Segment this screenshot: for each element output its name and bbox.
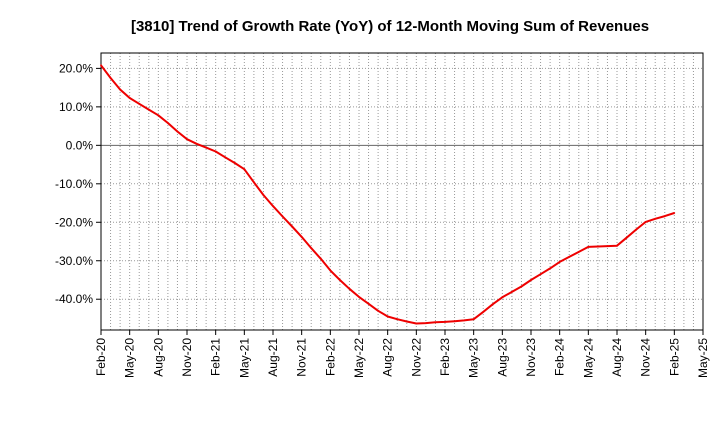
plot-frame: [100, 52, 704, 331]
data-point: [444, 321, 446, 323]
y-tick-label: 20.0%: [59, 61, 93, 75]
data-point: [463, 319, 465, 322]
data-point: [377, 309, 379, 312]
x-tick-label: Nov-22: [409, 338, 423, 377]
data-point: [386, 315, 389, 318]
data-point: [348, 287, 351, 290]
x-tick-label: May-22: [352, 338, 366, 378]
data-point: [539, 273, 542, 276]
x-tick-label: Nov-23: [524, 338, 538, 377]
x-tick-label: Aug-22: [381, 338, 395, 377]
x-tick-label: Feb-20: [94, 338, 108, 376]
data-point: [319, 257, 322, 260]
x-tick-label: May-23: [467, 338, 481, 378]
data-point: [530, 279, 532, 281]
x-tick-label: Nov-21: [295, 338, 309, 377]
x-tick-label: Feb-21: [209, 338, 223, 376]
data-point: [300, 236, 303, 238]
data-point: [109, 77, 112, 79]
data-point: [176, 130, 179, 133]
data-point: [405, 320, 408, 323]
data-point: [205, 146, 208, 149]
x-tick-label: May-24: [581, 338, 595, 378]
data-point: [128, 97, 131, 99]
axes: [96, 52, 704, 335]
data-point: [233, 162, 236, 164]
x-tick-label: Aug-20: [151, 338, 165, 377]
data-point: [472, 318, 475, 321]
data-point: [616, 244, 618, 247]
data-point: [558, 261, 561, 263]
data-point: [167, 122, 169, 124]
x-tick-label: Nov-24: [639, 338, 653, 377]
data-point: [186, 138, 188, 141]
y-tick-label: -40.0%: [55, 292, 93, 306]
data-point: [195, 142, 198, 145]
data-point: [367, 302, 370, 305]
data-point: [138, 102, 141, 105]
data-point: [577, 251, 580, 253]
data-point: [520, 285, 523, 288]
data-point: [597, 245, 599, 248]
data-point: [663, 215, 666, 218]
data-point: [329, 269, 332, 272]
y-tick-label: 0.0%: [66, 138, 94, 152]
x-tick-labels: Feb-20 May-20 Aug-20 Nov-20 Feb-21 May-21 Aug-…: [94, 338, 710, 378]
data-point: [147, 108, 150, 111]
data-point: [482, 311, 485, 313]
data-point: [453, 320, 456, 323]
y-tick-label: 10.0%: [59, 100, 93, 114]
data-point: [214, 150, 217, 153]
data-point: [568, 256, 571, 258]
data-point: [587, 246, 590, 248]
x-tick-label: Aug-24: [610, 338, 624, 377]
data-point: [644, 221, 647, 223]
series-layer: [100, 64, 676, 325]
x-tick-label: Feb-25: [667, 338, 681, 376]
x-tick-label: Aug-23: [495, 338, 509, 377]
data-point: [291, 225, 293, 228]
x-tick-label: Nov-20: [180, 338, 194, 377]
data-point: [339, 279, 341, 281]
data-point: [310, 247, 313, 250]
x-tick-label: Feb-22: [323, 338, 337, 376]
data-point: [549, 267, 551, 270]
chart-title: [3810] Trend of Growth Rate (YoY) of 12-…: [131, 18, 649, 35]
x-tick-label: Aug-21: [266, 338, 280, 377]
data-point: [119, 88, 121, 91]
data-point: [396, 318, 399, 321]
data-point: [434, 321, 437, 324]
data-point: [253, 181, 255, 184]
grid-lines: [101, 53, 703, 330]
x-tick-label: May-25: [696, 338, 710, 378]
data-point: [262, 194, 265, 196]
data-point: [243, 168, 246, 171]
data-point: [224, 156, 227, 159]
data-point: [157, 114, 160, 117]
data-point: [425, 322, 427, 324]
data-point: [415, 322, 418, 325]
data-point: [654, 217, 657, 220]
data-point: [281, 215, 284, 218]
data-point: [511, 291, 513, 293]
data-point: [358, 296, 360, 298]
x-tick-label: Feb-23: [438, 338, 452, 376]
data-point: [625, 236, 628, 239]
data-point: [606, 245, 609, 248]
data-point: [100, 64, 102, 67]
data-point: [673, 212, 676, 214]
y-tick-label: -20.0%: [55, 215, 93, 229]
x-tick-label: May-21: [237, 338, 251, 378]
y-tick-labels: 20.0% 10.0% 0.0% -10.0% -20.0% -30.0% -40.0%: [55, 61, 93, 306]
data-point: [635, 228, 637, 231]
y-tick-label: -10.0%: [55, 177, 93, 191]
y-tick-label: -30.0%: [55, 254, 93, 268]
data-point: [491, 303, 494, 306]
x-tick-label: Feb-24: [553, 338, 567, 376]
x-tick-label: May-20: [123, 338, 137, 378]
data-point: [272, 205, 274, 208]
data-point: [501, 296, 504, 299]
